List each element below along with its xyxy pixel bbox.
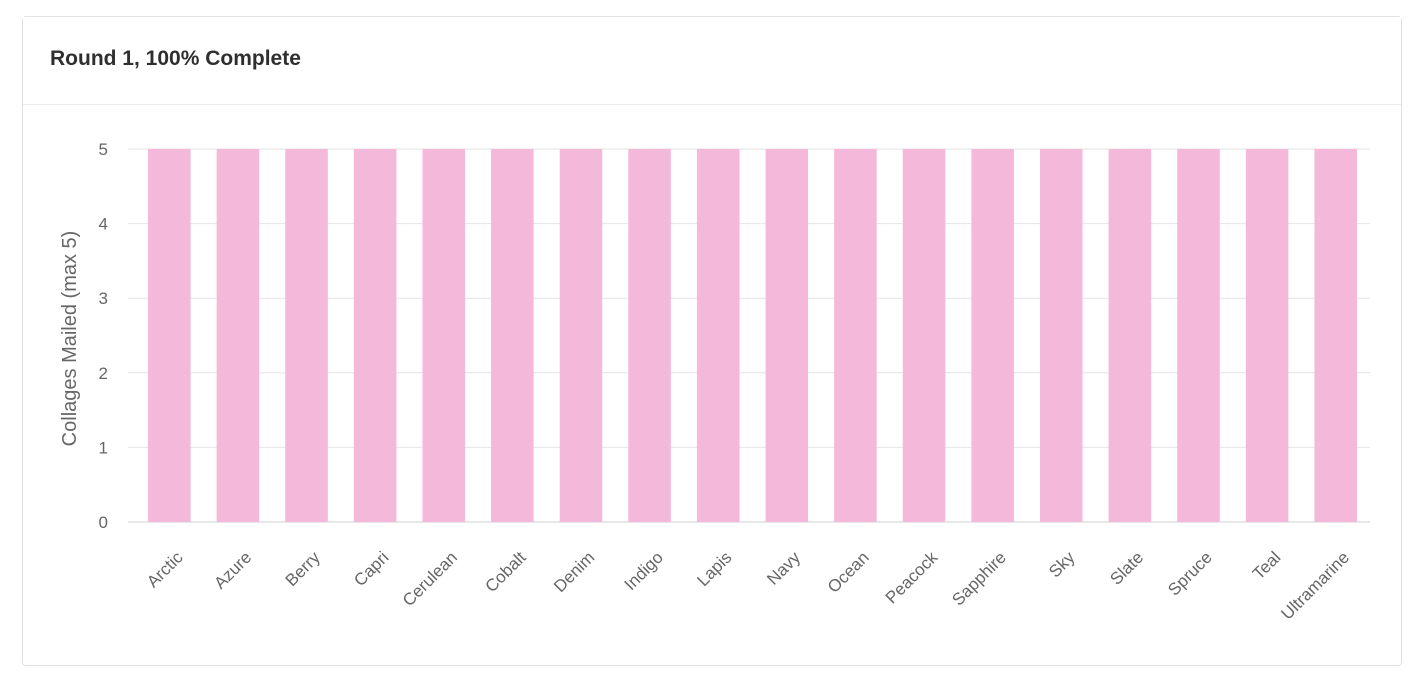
bar-azure[interactable] xyxy=(216,149,260,522)
x-tick-label: Arctic xyxy=(143,548,187,592)
y-tick-label: 5 xyxy=(99,140,108,159)
bar-arctic[interactable] xyxy=(148,149,191,522)
x-tick-label: Cerulean xyxy=(399,548,461,610)
card-title: Round 1, 100% Complete xyxy=(50,46,301,70)
x-tick-label: Spruce xyxy=(1164,548,1216,600)
x-tick-label: Slate xyxy=(1106,548,1147,589)
bar-cerulean[interactable] xyxy=(422,149,466,522)
y-axis-title: Collages Mailed (max 5) xyxy=(59,231,81,447)
x-tick-label: Ocean xyxy=(824,548,873,597)
y-tick-label: 4 xyxy=(99,215,108,234)
x-axis-ticks: Arctic Azure Berry Capri Cerulean Cobalt Denim… xyxy=(143,548,1353,624)
bar-cobalt[interactable] xyxy=(491,149,534,522)
bar-capri[interactable] xyxy=(353,149,397,522)
x-tick-label: Denim xyxy=(550,548,598,596)
bar-denim[interactable] xyxy=(559,149,603,522)
x-tick-label: Peacock xyxy=(882,548,942,608)
y-tick-label: 2 xyxy=(99,364,108,383)
bar-indigo[interactable] xyxy=(628,149,671,522)
x-tick-label: Sky xyxy=(1045,548,1079,582)
bar-spruce[interactable] xyxy=(1177,149,1220,522)
bar-slate[interactable] xyxy=(1108,149,1152,522)
bar-sky[interactable] xyxy=(1039,149,1083,522)
y-tick-label: 1 xyxy=(99,438,108,457)
bars xyxy=(148,149,1357,522)
bar-ultramarine[interactable] xyxy=(1314,149,1357,522)
y-tick-label: 0 xyxy=(99,513,108,532)
x-tick-label: Indigo xyxy=(621,548,667,594)
x-tick-label: Teal xyxy=(1249,548,1284,583)
bar-lapis[interactable] xyxy=(696,149,740,522)
x-tick-label: Berry xyxy=(282,548,325,591)
bar-sapphire[interactable] xyxy=(971,149,1014,522)
y-axis-ticks: 0 1 2 3 4 5 xyxy=(99,140,108,532)
x-tick-label: Navy xyxy=(763,548,804,589)
x-tick-label: Sapphire xyxy=(948,548,1010,610)
x-tick-label: Azure xyxy=(210,548,255,593)
x-tick-label: Cobalt xyxy=(481,548,529,596)
bar-ocean[interactable] xyxy=(834,149,877,522)
bar-teal[interactable] xyxy=(1245,149,1289,522)
x-tick-label: Lapis xyxy=(693,548,735,590)
bar-navy[interactable] xyxy=(765,149,809,522)
gridlines xyxy=(128,148,1370,523)
y-tick-label: 3 xyxy=(99,289,108,308)
bar-berry[interactable] xyxy=(285,149,328,522)
x-tick-label: Ultramarine xyxy=(1277,548,1353,624)
card-header: Round 1, 100% Complete xyxy=(23,17,1401,105)
x-tick-label: Capri xyxy=(350,548,392,590)
bar-peacock[interactable] xyxy=(902,149,946,522)
